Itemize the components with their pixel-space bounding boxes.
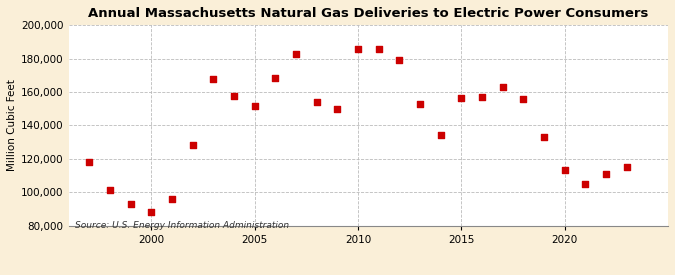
Point xyxy=(332,106,343,111)
Point xyxy=(311,100,322,104)
Point xyxy=(208,76,219,81)
Point xyxy=(290,52,301,57)
Point xyxy=(414,101,425,106)
Point xyxy=(456,96,466,100)
Point xyxy=(539,135,549,139)
Point xyxy=(580,182,591,186)
Y-axis label: Million Cubic Feet: Million Cubic Feet xyxy=(7,79,17,171)
Point xyxy=(84,160,95,164)
Point xyxy=(352,47,363,52)
Point xyxy=(621,165,632,169)
Text: Source: U.S. Energy Information Administration: Source: U.S. Energy Information Administ… xyxy=(75,221,289,230)
Point xyxy=(435,132,446,137)
Point xyxy=(249,104,260,108)
Point xyxy=(125,202,136,206)
Point xyxy=(394,58,405,62)
Point xyxy=(497,85,508,89)
Point xyxy=(167,197,178,201)
Point xyxy=(270,76,281,80)
Point xyxy=(518,97,529,101)
Point xyxy=(601,172,612,176)
Point xyxy=(477,95,487,99)
Point xyxy=(187,142,198,147)
Title: Annual Massachusetts Natural Gas Deliveries to Electric Power Consumers: Annual Massachusetts Natural Gas Deliver… xyxy=(88,7,649,20)
Point xyxy=(560,168,570,173)
Point xyxy=(105,188,115,193)
Point xyxy=(146,210,157,214)
Point xyxy=(229,94,240,98)
Point xyxy=(373,47,384,52)
